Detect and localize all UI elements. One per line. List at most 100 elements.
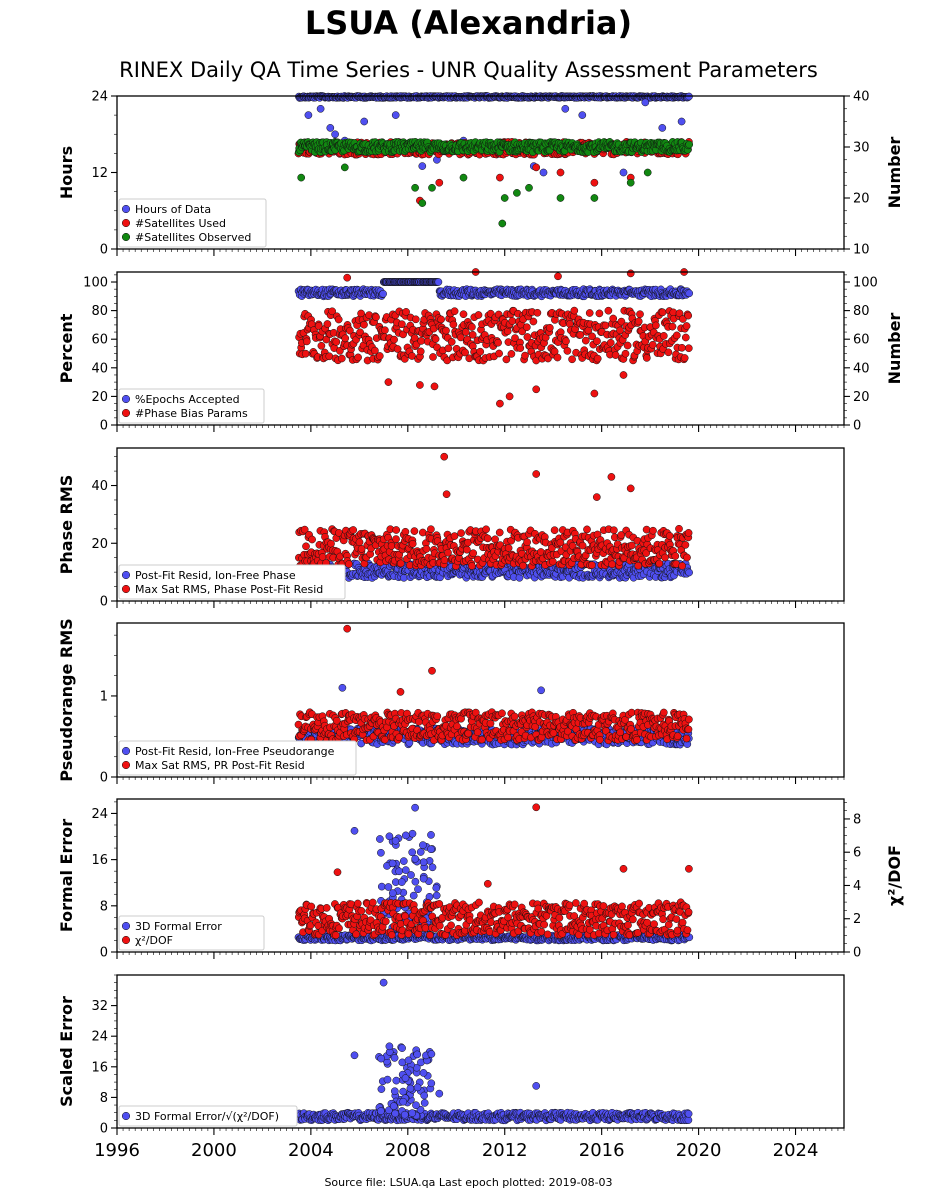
panel-1-series-2-point <box>496 173 504 182</box>
y2-axis-label: Number <box>885 137 904 209</box>
panel-2-series-1-point <box>685 289 694 298</box>
panel-2-series-2-point <box>681 333 690 342</box>
panel-1-legend: Hours of Data#Satellites Used#Satellites… <box>118 198 267 248</box>
y2-tick-label: 100 <box>853 276 878 291</box>
panel-2-series-1-point <box>379 289 387 298</box>
panel-1-series-3-point <box>500 194 509 202</box>
panel-2-series-2-point <box>523 333 532 341</box>
legend-label: Max Sat RMS, Phase Post-Fit Resid <box>135 583 323 596</box>
panel-2-series-2-point <box>444 344 453 353</box>
panel-1-series-3-point <box>590 194 599 202</box>
panel-2-series-2-point <box>459 310 468 319</box>
panel-3-series-2-point <box>483 534 492 543</box>
panel-2-series-2-point <box>568 355 576 364</box>
panel-1-series-3-point <box>525 183 533 192</box>
panel-3-series-2-point <box>495 528 504 537</box>
panel-2-series-2-point <box>606 338 615 347</box>
panel-4-series-2-point <box>396 688 405 696</box>
y2-tick-label: 20 <box>853 192 870 207</box>
panel-2-series-1-point <box>434 278 443 286</box>
panel-1-series-2-point <box>556 168 565 177</box>
panel-2-series-2-point <box>684 344 693 353</box>
y2-tick-label: 0 <box>853 419 861 434</box>
panel-1-series-3-point <box>418 199 427 207</box>
panel-1-series-3-point <box>626 178 635 187</box>
panel-1-series-1-point <box>316 104 325 113</box>
y2-tick-label: 40 <box>853 361 870 376</box>
panel-2-series-2-point <box>576 331 585 339</box>
panel-2-series-2-point <box>672 331 681 340</box>
panel-2-series-2-point <box>617 317 626 326</box>
panel-2-series-2-point <box>619 371 628 379</box>
panel-3-series-2-point <box>469 549 478 558</box>
panel-3-series-2-point <box>548 557 557 566</box>
panel-3-series-2-point <box>642 525 651 534</box>
panel-2-series-2-point <box>554 272 562 281</box>
panel-3-marks <box>294 452 693 582</box>
panel-5-marks <box>294 803 694 945</box>
panel-2-series-2-point <box>664 348 673 357</box>
panel-2-series-2-point <box>659 332 668 340</box>
panel-2-series-2-point <box>356 328 364 337</box>
panel-1-series-1-point <box>418 162 427 170</box>
panel-3-series-2-point <box>588 561 596 569</box>
panel-4-series-2-point <box>478 735 486 744</box>
y-axis-label: Hours <box>57 146 76 199</box>
panel-3-series-2-point <box>661 553 669 562</box>
panel-3-series-2-point <box>457 529 465 537</box>
panel-2-series-2-point <box>371 346 379 355</box>
panel-1-series-3-point <box>459 173 468 182</box>
panel-2-series-2-point <box>593 337 601 346</box>
panel-2-series-2-point <box>337 354 346 363</box>
panel-3-series-2-point <box>665 532 674 540</box>
y-tick-label: 0 <box>100 771 108 786</box>
panel-1-series-1-point <box>539 168 548 177</box>
y-tick-label: 0 <box>100 419 108 434</box>
panel-2-series-2-point <box>623 341 632 350</box>
panel-3-series-2-point <box>349 526 358 534</box>
panel-1-series-2-point <box>590 178 599 187</box>
panel-2-series-2-point <box>675 309 684 318</box>
panel-4-series-2-point <box>473 728 482 737</box>
panel-2-series-2-point <box>328 307 337 316</box>
panel-3-series-2-point <box>422 545 431 553</box>
y2-tick-label: 20 <box>853 390 870 405</box>
legend-label: #Satellites Used <box>135 217 226 230</box>
panel-4-series-2-point <box>395 733 403 742</box>
panel-2-series-2-point <box>495 349 503 358</box>
panel-2-series-2-point <box>544 354 552 363</box>
y-tick-label: 60 <box>91 333 108 348</box>
panel-3-series-2-point <box>396 559 405 568</box>
panel-2-series-2-point <box>511 334 519 342</box>
panel-2-series-2-point <box>668 322 677 331</box>
panel-2-series-2-point <box>402 308 410 316</box>
panel-3-series-2-point <box>440 556 449 565</box>
panel-2-series-2-point <box>502 355 511 364</box>
panel-4-series-1-point <box>338 683 347 692</box>
legend-label: %Epochs Accepted <box>135 393 240 406</box>
panel-1-marks <box>294 92 694 228</box>
panel-2-series-2-point <box>570 306 579 315</box>
legend-label: Max Sat RMS, PR Post-Fit Resid <box>135 759 305 772</box>
panel-2-series-2-point <box>553 353 562 362</box>
y2-tick-label: 80 <box>853 304 870 319</box>
panel-2-series-2-point <box>416 347 425 356</box>
panel-3-series-2-point <box>482 525 490 534</box>
legend-label: Post-Fit Resid, Ion-Free Phase <box>135 569 296 582</box>
panel-3-series-2-point <box>678 562 687 570</box>
panel-2-series-2-point <box>429 353 437 361</box>
panel-2-series-2-point <box>634 317 643 326</box>
panel-2-series-2-point <box>461 348 469 357</box>
panel-2-series-2-point <box>301 349 310 358</box>
panel-2-series-2-point <box>372 313 380 322</box>
y2-tick-label: 60 <box>853 333 870 348</box>
panel-2-series-2-point <box>393 345 402 353</box>
panel-3-series-2-point <box>427 525 435 534</box>
panel-2-series-2-point <box>381 326 389 335</box>
panel-2-series-2-point <box>442 326 450 335</box>
panel-4-series-2-point <box>464 729 473 738</box>
panel-3-series-2-point <box>442 490 451 499</box>
panel-4-series-2-point <box>616 728 625 737</box>
panel-2-marks <box>294 268 694 408</box>
